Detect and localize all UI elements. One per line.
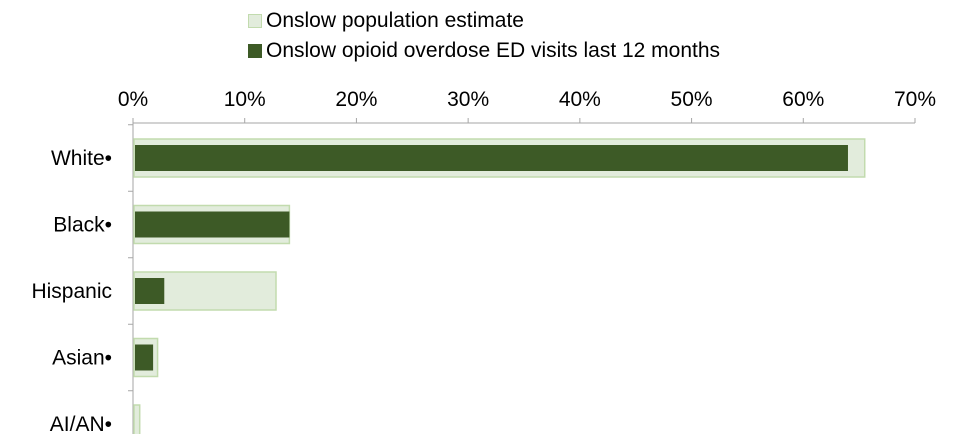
bar-ed-visits <box>135 211 290 238</box>
x-tick-label: 40% <box>559 88 601 111</box>
x-tick-label: 20% <box>335 88 377 111</box>
category-label: Black• <box>53 214 112 237</box>
bar-ed-visits <box>135 344 154 371</box>
x-tick-label: 60% <box>782 88 824 111</box>
bar-ed-visits <box>135 145 848 171</box>
legend-swatch-population <box>248 14 262 28</box>
bar-ed-visits <box>135 278 165 304</box>
x-tick-label: 30% <box>447 88 489 111</box>
legend-label-ed-visits: Onslow opioid overdose ED visits last 12… <box>266 39 721 62</box>
legend: Onslow population estimate Onslow opioid… <box>248 6 720 66</box>
legend-label-population: Onslow population estimate <box>266 9 524 32</box>
legend-swatch-ed-visits <box>248 44 262 58</box>
legend-item-population: Onslow population estimate <box>248 6 720 36</box>
bar-population <box>133 404 141 434</box>
legend-item-ed-visits: Onslow opioid overdose ED visits last 12… <box>248 36 720 66</box>
x-tick-label: 0% <box>118 88 148 111</box>
x-tick-label: 10% <box>224 88 266 111</box>
category-label: Asian• <box>52 347 112 370</box>
category-label: AI/AN• <box>50 413 112 434</box>
x-tick-label: 50% <box>671 88 713 111</box>
category-label: White• <box>51 147 112 170</box>
category-label: Hispanic <box>31 280 112 303</box>
x-tick-label: 70% <box>894 88 936 111</box>
